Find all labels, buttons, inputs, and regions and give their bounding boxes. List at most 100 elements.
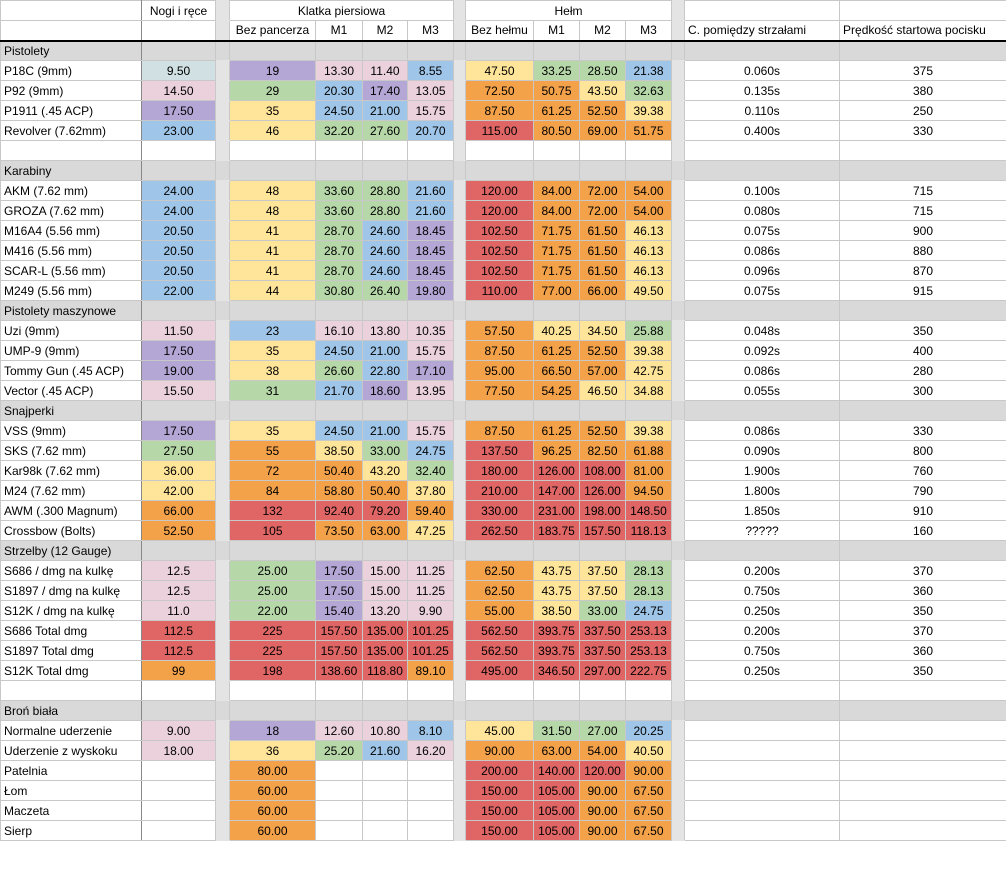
cell (407, 160, 454, 181)
cell (315, 700, 363, 721)
cell (407, 820, 454, 841)
cell (839, 300, 1006, 321)
cell (362, 780, 408, 801)
cell (671, 800, 686, 821)
cell: 400 (839, 340, 1006, 361)
cell: 61.88 (624, 440, 673, 461)
cell (453, 720, 466, 741)
cell: 10.80 (362, 720, 408, 741)
cell (453, 460, 466, 481)
cell: 0.086s (684, 240, 841, 261)
cell (465, 160, 534, 181)
cell (624, 400, 673, 421)
cell (453, 200, 466, 221)
cell (315, 300, 363, 321)
header-cell (215, 20, 230, 42)
cell: 222.75 (624, 660, 673, 681)
cell: 27.00 (579, 720, 626, 741)
cell (671, 240, 686, 261)
cell: 22.80 (362, 360, 408, 381)
cell (453, 60, 466, 81)
cell (533, 300, 580, 321)
cell (229, 680, 316, 701)
cell (671, 40, 686, 61)
cell: 13.20 (362, 600, 408, 621)
spreadsheet: Nogi i ręce Klatka piersiowa Hełm Bez pance… (0, 0, 1006, 841)
cell: 90.00 (579, 780, 626, 801)
data-row: Tommy Gun (.45 ACP) 19.00 38 26.60 22.80 17.1… (0, 360, 1006, 381)
cell (465, 400, 534, 421)
cell: 63.00 (533, 740, 580, 761)
row-label: M24 (7.62 mm) (0, 480, 142, 501)
cell: 118.80 (362, 660, 408, 681)
data-row: Normalne uderzenie 9.00 18 12.60 10.80 8.10 45… (0, 720, 1006, 741)
cell: 110.00 (465, 280, 534, 301)
cell (671, 220, 686, 241)
cell: 21.60 (407, 200, 454, 221)
cell (839, 820, 1006, 841)
cell: 72.00 (579, 180, 626, 201)
cell: 880 (839, 240, 1006, 261)
cell (671, 720, 686, 741)
cell: 50.40 (315, 460, 363, 481)
cell (453, 620, 466, 641)
cell: 87.50 (465, 100, 534, 121)
row-label: Broń biała (0, 700, 142, 721)
cell (141, 680, 216, 701)
cell: 0.200s (684, 620, 841, 641)
cell: 17.50 (141, 100, 216, 121)
cell (465, 680, 534, 701)
cell: 105 (229, 520, 316, 541)
cell: 15.75 (407, 420, 454, 441)
cell (624, 40, 673, 61)
cell: 57.50 (465, 320, 534, 341)
cell: 24.50 (315, 340, 363, 361)
header-cell (839, 0, 1006, 21)
cell: 112.5 (141, 640, 216, 661)
cell: 61.50 (579, 240, 626, 261)
cell: 380 (839, 80, 1006, 101)
cell (453, 40, 466, 61)
cell: 21.00 (362, 100, 408, 121)
cell: 0.096s (684, 260, 841, 281)
cell (453, 680, 466, 701)
cell (362, 540, 408, 561)
cell: 13.05 (407, 80, 454, 101)
cell: 17.50 (141, 420, 216, 441)
cell: 37.50 (579, 560, 626, 581)
cell (229, 140, 316, 161)
section-row: Broń biała (0, 700, 1006, 721)
cell (215, 380, 230, 401)
cell: 21.60 (362, 740, 408, 761)
sheet-body: Nogi i ręce Klatka piersiowa Hełm Bez pance… (0, 0, 1006, 841)
data-row (0, 680, 1006, 701)
cell: 87.50 (465, 420, 534, 441)
cell: 28.70 (315, 220, 363, 241)
cell (684, 40, 841, 61)
cell: 108.00 (579, 460, 626, 481)
cell (839, 760, 1006, 781)
cell (229, 700, 316, 721)
cell (407, 140, 454, 161)
section-row: Karabiny (0, 160, 1006, 181)
cell: 24.00 (141, 200, 216, 221)
cell: 0.250s (684, 660, 841, 681)
cell: 80.00 (229, 760, 316, 781)
cell: 67.50 (624, 800, 673, 821)
cell: 25.00 (229, 560, 316, 581)
cell: 52.50 (579, 100, 626, 121)
cell (839, 740, 1006, 761)
cell (315, 680, 363, 701)
row-label: S12K Total dmg (0, 660, 142, 681)
header-cell: M3 (624, 20, 673, 42)
cell: 1.800s (684, 480, 841, 501)
cell: 138.60 (315, 660, 363, 681)
cell: 262.50 (465, 520, 534, 541)
cell: 28.80 (362, 180, 408, 201)
cell (533, 40, 580, 61)
cell: 15.00 (362, 580, 408, 601)
data-row: GROZA (7.62 mm) 24.00 48 33.60 28.80 21.60 120… (0, 200, 1006, 221)
cell (315, 540, 363, 561)
cell: 120.00 (465, 180, 534, 201)
cell (453, 500, 466, 521)
